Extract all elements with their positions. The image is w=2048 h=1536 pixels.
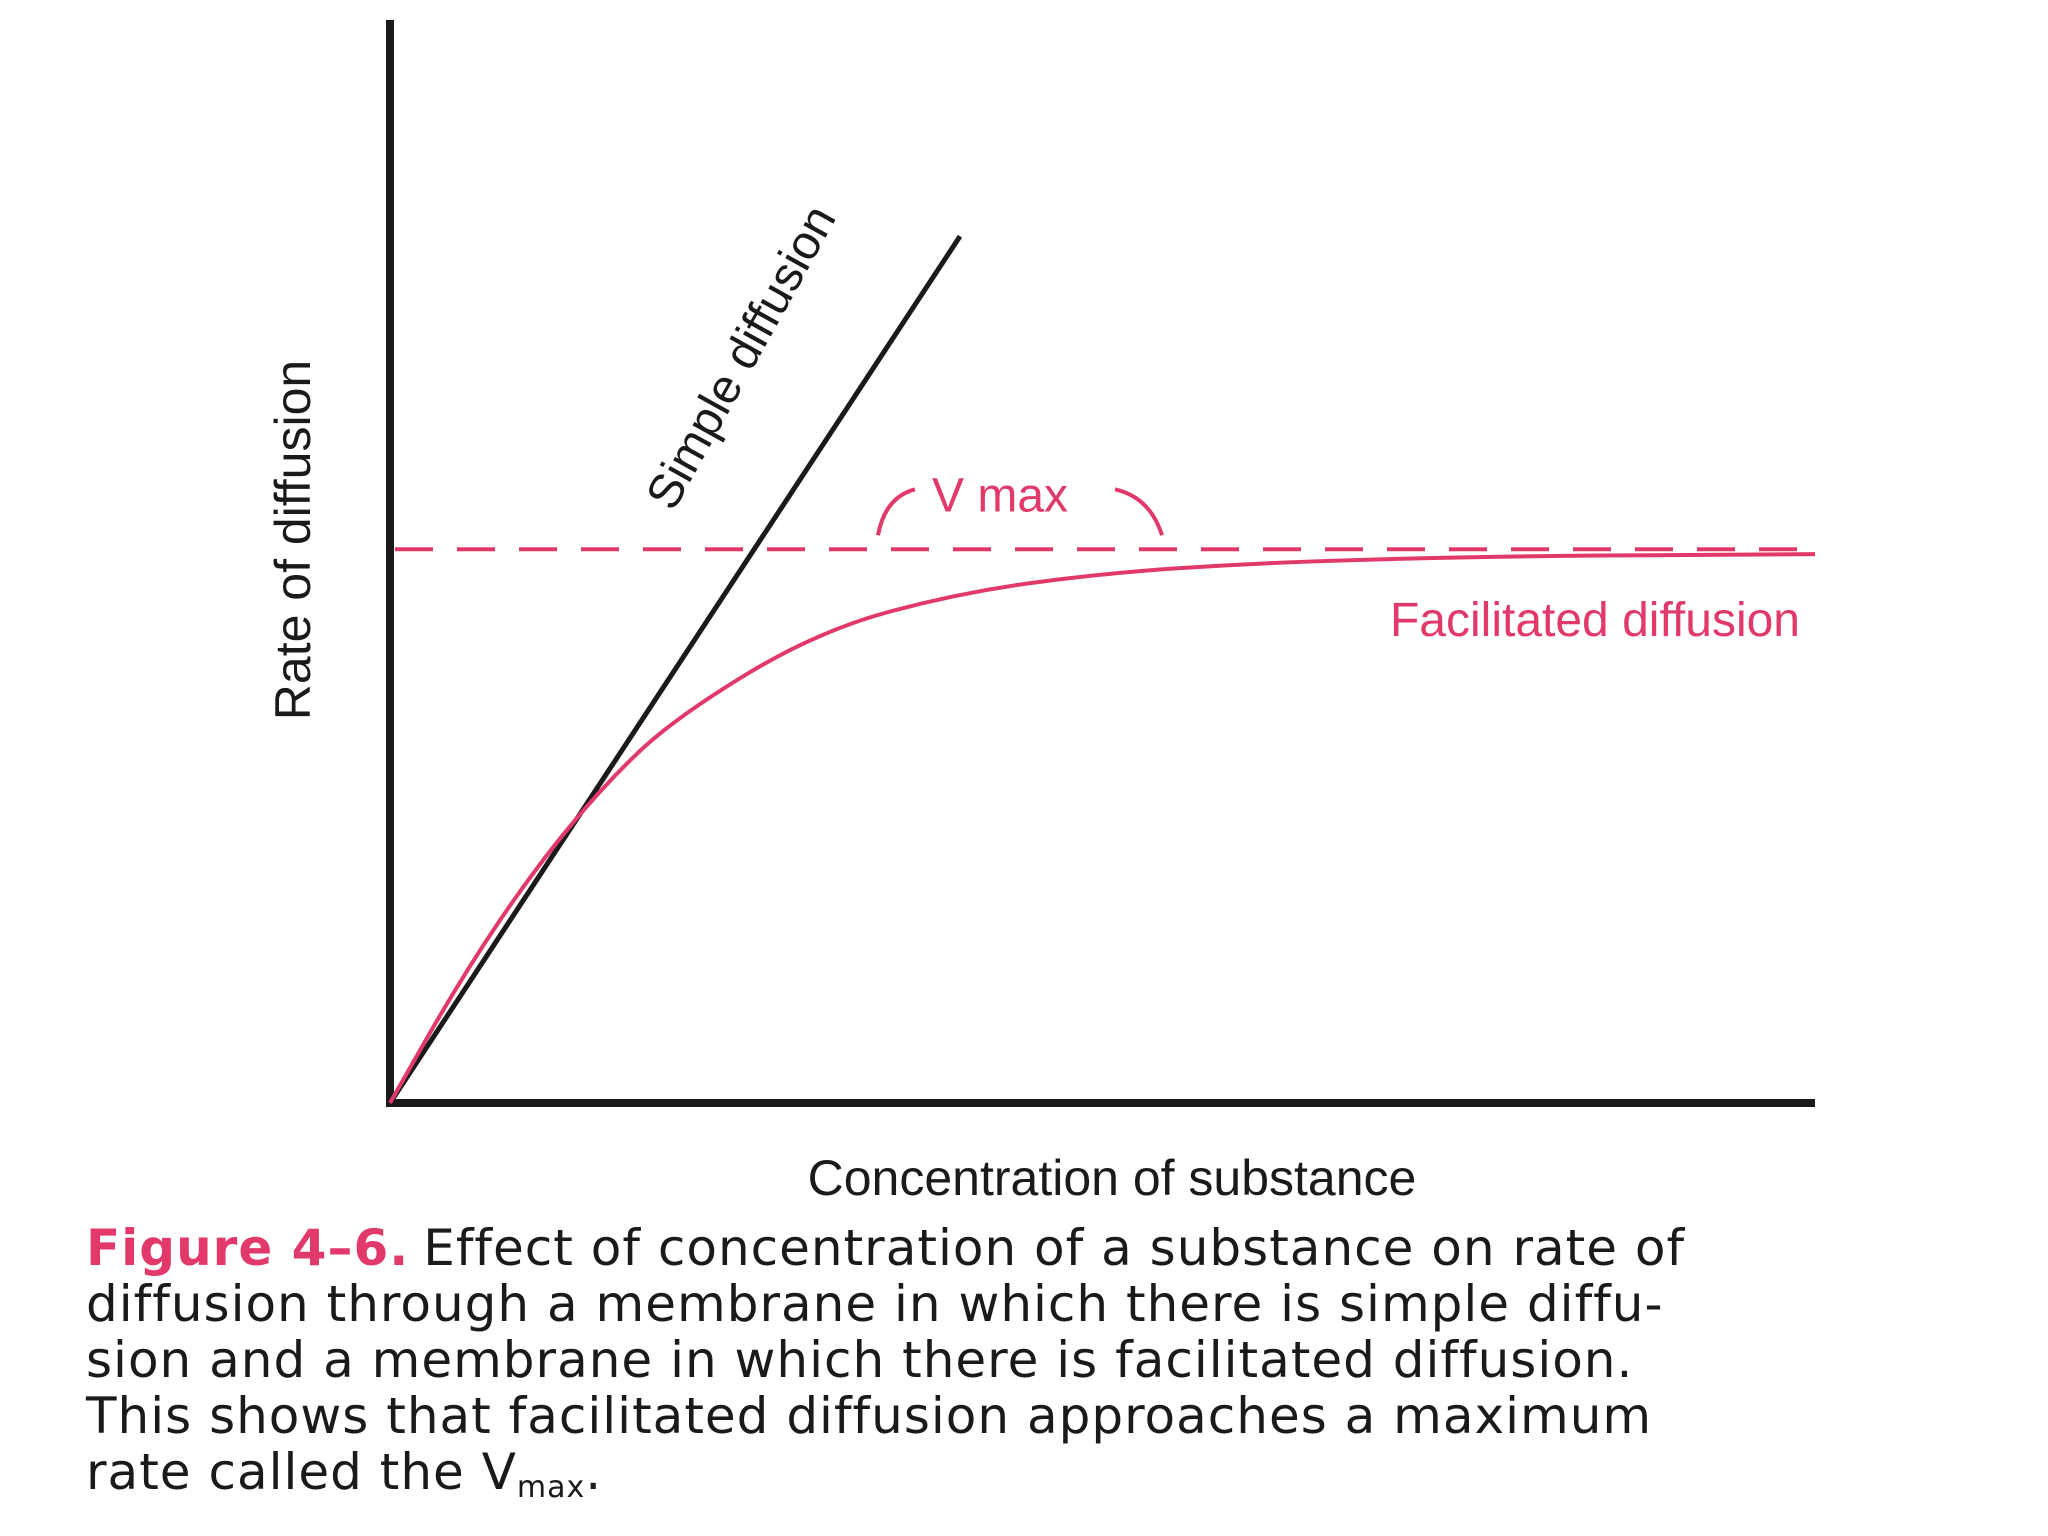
caption-line-5: rate called the Vmax. [86, 1444, 1996, 1516]
vmax-left-arrow [876, 487, 916, 536]
vmax-label: V max [932, 469, 1068, 522]
caption-text-5: rate called the V [86, 1443, 517, 1501]
caption-line-3: sion and a membrane in which there is fa… [86, 1331, 1634, 1389]
caption-figure-label: Figure 4–6. [86, 1219, 410, 1277]
vmax-right-arrow [1114, 487, 1164, 536]
caption-line-4: This shows that facilitated diffusion ap… [86, 1387, 1653, 1445]
x-axis-label: Concentration of substance [808, 1150, 1417, 1206]
caption-vmax-subscript: max [516, 1470, 586, 1505]
facilitated-diffusion-curve [388, 552, 1816, 1104]
figure-caption: Figure 4–6. Effect of concentration of a … [86, 1220, 1996, 1516]
caption-line-1: Figure 4–6. Effect of concentration of a … [86, 1220, 1996, 1276]
chart-axes [386, 20, 1815, 1107]
simple-diffusion-line [387, 234, 963, 1105]
facilitated-diffusion-label: Facilitated diffusion [1390, 594, 1800, 647]
y-axis-label: Rate of diffusion [265, 360, 321, 720]
caption-period: . [585, 1443, 603, 1501]
chart-marks: V max Simple diffusion Facilitated diffusi… [387, 197, 1816, 1105]
caption-text-1: Effect of concentration of a substance o… [423, 1219, 1686, 1277]
simple-diffusion-label: Simple diffusion [636, 197, 846, 518]
caption-line-2: diffusion through a membrane in which th… [86, 1275, 1664, 1333]
